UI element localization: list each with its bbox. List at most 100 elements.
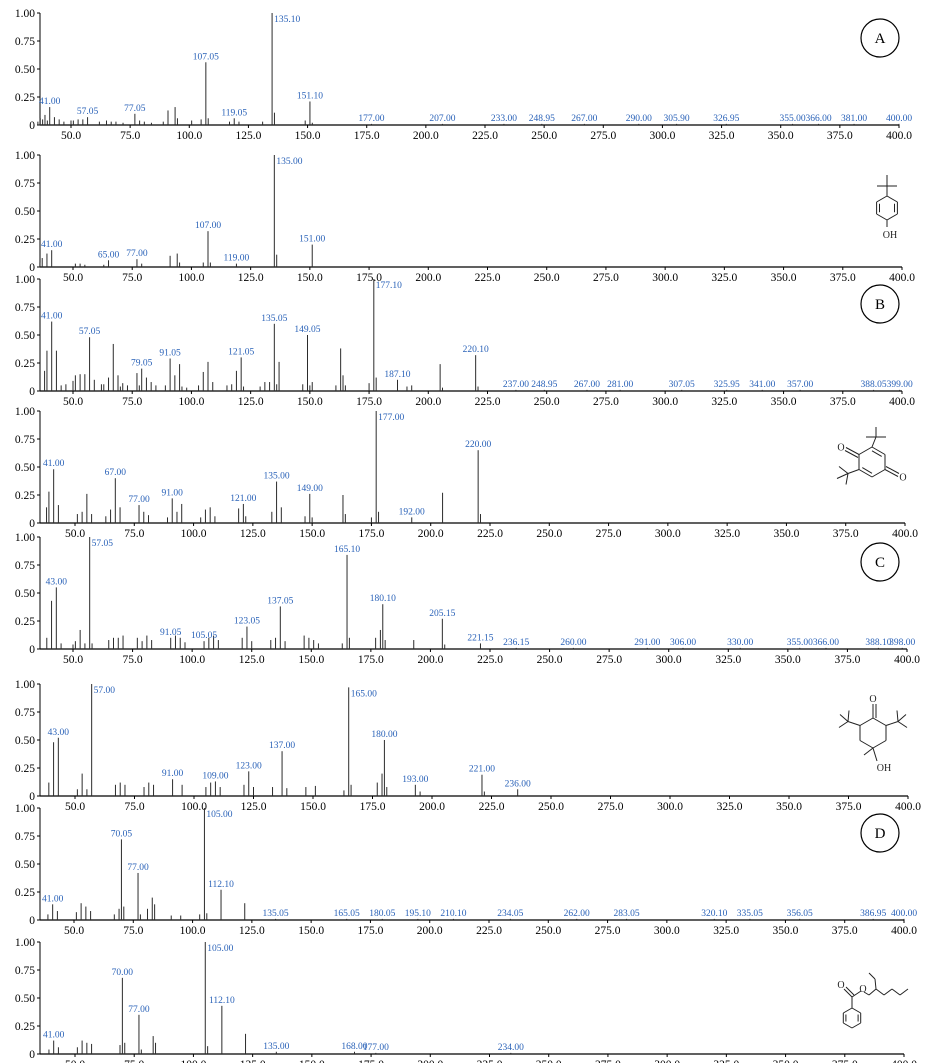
x-tick-label: 100.0: [180, 1059, 206, 1063]
y-tick-label: 0.25: [15, 92, 35, 104]
peak-label: 135.05: [261, 314, 287, 324]
x-tick-label: 150.0: [299, 1059, 325, 1063]
peak-label: 248.95: [529, 114, 555, 124]
x-tick-label: 325.0: [714, 528, 740, 540]
spectrum-panel-5: 0 0.25 0.50 0.75 1.00 50.0 75.0 100.0 125.0 150.0…: [15, 532, 920, 666]
y-tick-label: 0.50: [15, 735, 35, 747]
panel-letter-circle: [860, 18, 900, 58]
x-tick-label: 175.0: [358, 654, 384, 666]
x-tick-label: 200.0: [418, 528, 444, 540]
x-tick-label: 375.0: [830, 396, 856, 408]
peak-label: 192.00: [399, 507, 425, 517]
structure-label-oh: OH: [877, 763, 891, 774]
y-tick-label: 1.00: [15, 274, 35, 286]
peak-label: 366.00: [813, 638, 839, 648]
peak-label: 41.00: [39, 97, 61, 107]
peak-label: 151.10: [297, 91, 323, 101]
structure-bonds: [838, 704, 908, 762]
peak-label: 355.00: [787, 638, 813, 648]
x-tick-label: 75.0: [122, 272, 142, 284]
x-tick-label: 400.0: [895, 801, 921, 813]
x-tick-label: 75.0: [124, 528, 144, 540]
spectrum-panel-8: 0 0.25 0.50 0.75 1.00 50.0 75.0 100.0 125.0 150.0…: [15, 937, 917, 1063]
x-tick-label: 150.0: [297, 272, 323, 284]
peak-label: 281.00: [607, 380, 633, 390]
peak-label: 320.10: [701, 909, 727, 919]
structure-bonds: [876, 175, 898, 227]
panel-letter: C: [875, 555, 885, 571]
x-tick-label: 175.0: [354, 130, 380, 142]
x-tick-label: 125.0: [235, 130, 261, 142]
peak-label: 177.10: [376, 281, 402, 291]
x-tick-label: 75.0: [120, 130, 140, 142]
x-tick-label: 75.0: [124, 801, 144, 813]
peak-label: 91.00: [162, 488, 184, 498]
x-tick-label: 375.0: [834, 654, 860, 666]
peak-label: 381.00: [841, 114, 867, 124]
y-tick-label: 0.75: [15, 560, 35, 572]
peak-label: 355.00: [779, 114, 805, 124]
x-tick-label: 275.0: [596, 654, 622, 666]
x-tick-label: 50.0: [65, 1059, 85, 1063]
y-tick-label: 0: [29, 120, 35, 132]
peak-label: 177.00: [378, 413, 404, 423]
peak-label: 177.00: [358, 114, 384, 124]
peak-label: 112.10: [209, 996, 235, 1006]
x-tick-label: 125.0: [241, 801, 267, 813]
peak-label: 121.00: [230, 494, 256, 504]
peak-label: 356.05: [787, 909, 813, 919]
peak-label: 305.90: [664, 114, 690, 124]
peak-label: 65.00: [98, 250, 120, 260]
x-tick-label: 75.0: [122, 396, 142, 408]
x-tick-label: 400.0: [889, 396, 915, 408]
structure-benzoquinone: OO: [836, 427, 907, 485]
x-tick-label: 175.0: [356, 272, 382, 284]
x-tick-label: 275.0: [590, 130, 616, 142]
x-tick-label: 325.0: [713, 1059, 739, 1063]
x-tick-label: 150.0: [298, 654, 324, 666]
x-tick-label: 75.0: [123, 925, 143, 937]
x-tick-label: 150.0: [300, 801, 326, 813]
peak-label: 386.95: [860, 909, 886, 919]
x-tick-label: 150.0: [295, 130, 321, 142]
peak-label: 137.05: [267, 596, 293, 606]
peak-label: 135.00: [264, 472, 290, 482]
peak-label: 105.00: [207, 944, 233, 954]
structure-tert-butylphenol: OH: [876, 175, 898, 241]
peak-label: 221.00: [469, 765, 495, 775]
y-tick-label: 0.50: [15, 206, 35, 218]
peak-label: 267.00: [571, 114, 597, 124]
peak-label: 326.95: [713, 114, 739, 124]
x-tick-label: 400.0: [894, 654, 920, 666]
structure-label-o: O: [859, 984, 866, 995]
peak-label: 41.00: [42, 894, 64, 904]
structure-bonds: [842, 972, 909, 1029]
peak-label: 236.00: [505, 779, 531, 789]
panel-letter-circle: [860, 284, 900, 324]
x-tick-label: 400.0: [892, 528, 918, 540]
peak-label: 187.10: [384, 370, 410, 380]
x-tick-label: 300.0: [656, 654, 682, 666]
peak-label: 260.00: [560, 638, 586, 648]
peak-label: 123.00: [236, 761, 262, 771]
x-tick-label: 375.0: [832, 1059, 858, 1063]
x-tick-label: 325.0: [717, 801, 743, 813]
peak-label: 399.00: [887, 380, 913, 390]
x-tick-label: 375.0: [827, 130, 853, 142]
x-tick-label: 400.0: [891, 1059, 917, 1063]
peak-label: 57.05: [79, 327, 101, 337]
y-tick-label: 0.25: [15, 887, 35, 899]
x-tick-label: 275.0: [595, 925, 621, 937]
x-tick-label: 250.0: [534, 272, 560, 284]
x-tick-label: 400.0: [891, 925, 917, 937]
x-tick-label: 250.0: [534, 396, 560, 408]
x-tick-label: 325.0: [711, 396, 737, 408]
peak-label: 366.00: [806, 114, 832, 124]
x-tick-label: 300.0: [655, 528, 681, 540]
x-tick-label: 275.0: [596, 528, 622, 540]
peak-label: 135.10: [274, 15, 300, 25]
x-tick-label: 75.0: [124, 1059, 144, 1063]
x-tick-label: 50.0: [65, 528, 85, 540]
x-tick-label: 100.0: [178, 272, 204, 284]
